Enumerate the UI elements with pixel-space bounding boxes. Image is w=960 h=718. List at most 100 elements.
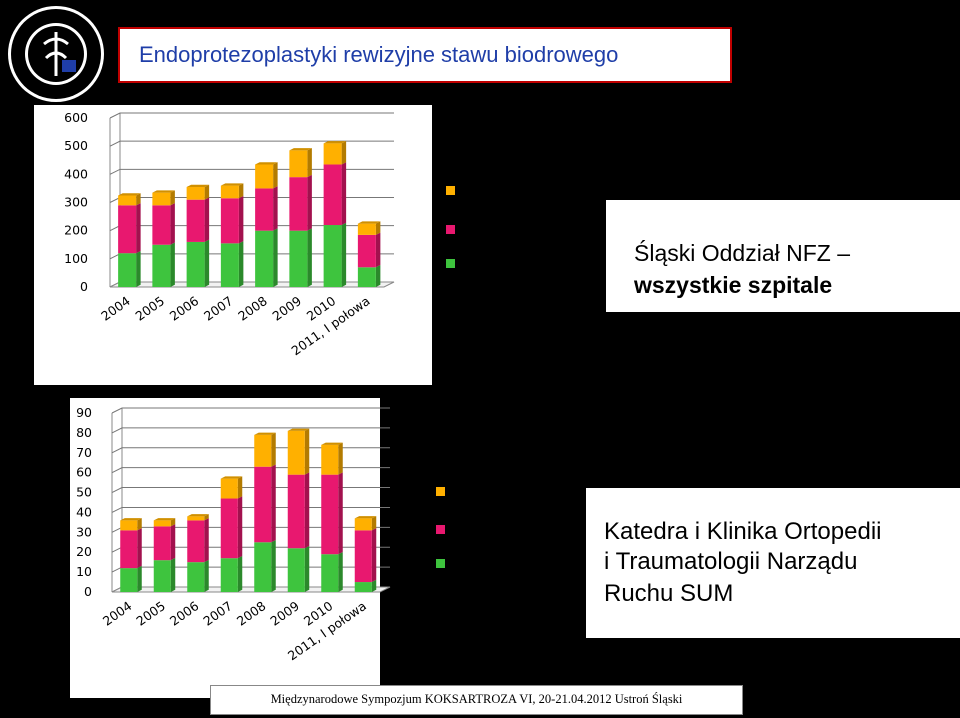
bar-side xyxy=(375,265,381,287)
bar-segment xyxy=(254,542,272,592)
y-tick-label: 200 xyxy=(64,223,88,238)
bar-segment xyxy=(287,430,305,475)
bar-side xyxy=(238,241,244,287)
bar-segment xyxy=(323,164,342,226)
y-tick-label: 90 xyxy=(76,405,92,420)
bar-segment xyxy=(220,558,238,592)
bar-side xyxy=(238,183,244,199)
legend-swatch xyxy=(446,225,455,234)
legend-label: rewizje całkowite xyxy=(450,521,557,536)
bar-side xyxy=(136,203,141,254)
info-box-clinic: Katedra i Klinika Ortopedii i Traumatolo… xyxy=(586,488,960,638)
legend-label: rewizje z powodu xyxy=(450,483,558,498)
bar-side xyxy=(271,540,276,592)
bar-segment xyxy=(220,198,239,244)
bar-side xyxy=(170,242,175,287)
bar-segment xyxy=(321,444,339,475)
footer-text: Międzynarodowe Sympozjum KOKSARTROZA VI,… xyxy=(270,692,683,706)
bar-side xyxy=(170,557,176,592)
bar-segment xyxy=(255,188,274,231)
bar-side xyxy=(238,196,244,244)
university-logo xyxy=(8,6,104,102)
bar-segment xyxy=(357,223,376,235)
bar-side xyxy=(136,193,141,206)
bar-segment xyxy=(120,530,138,569)
bar-side xyxy=(273,162,278,189)
bar-top xyxy=(254,432,276,435)
bar-side xyxy=(237,555,243,592)
bar-top xyxy=(255,162,278,165)
chart-clinic: 0102030405060708090200420052006200720082… xyxy=(70,398,562,698)
bar-side xyxy=(137,518,142,531)
y-tick-label: 20 xyxy=(76,544,92,559)
gridline xyxy=(109,140,394,147)
bar-segment xyxy=(287,474,305,549)
info-nfz-line1: Śląski Oddział NFZ – xyxy=(634,240,851,266)
footer: Międzynarodowe Sympozjum KOKSARTROZA VI,… xyxy=(210,685,743,715)
bar-segment xyxy=(120,568,138,592)
bar-side xyxy=(307,228,312,287)
bar-top xyxy=(220,476,243,479)
bar-segment xyxy=(354,530,372,583)
bar-segment xyxy=(255,164,274,189)
bar-segment xyxy=(321,474,339,555)
y-tick-label: 300 xyxy=(64,195,88,210)
y-tick-label: 600 xyxy=(64,110,88,125)
bar-side xyxy=(273,186,278,231)
y-tick-label: 70 xyxy=(76,445,92,460)
bar-segment xyxy=(152,205,171,245)
bar-top xyxy=(120,518,142,521)
legend-label: infekcji xyxy=(450,498,495,513)
bar-segment xyxy=(220,185,239,199)
y-tick-label: 50 xyxy=(76,485,92,500)
bar-side xyxy=(375,232,381,268)
gridline xyxy=(111,427,390,434)
legend-label: rewizje całkowite xyxy=(460,221,567,236)
legend-swatch xyxy=(446,259,455,268)
bar-top xyxy=(321,442,343,445)
legend-swatch xyxy=(436,525,445,534)
bar-side xyxy=(307,148,312,178)
bar-side xyxy=(304,428,310,475)
legend-swatch xyxy=(446,186,455,195)
bar-side xyxy=(338,442,343,475)
bar-segment xyxy=(187,520,205,563)
info-box-nfz: Śląski Oddział NFZ – wszystkie szpitale xyxy=(606,200,960,312)
bar-segment xyxy=(118,253,137,287)
bar-segment xyxy=(153,526,171,561)
bar-side xyxy=(371,516,377,531)
legend-label: rewizje z powodu xyxy=(460,182,568,197)
bar-side xyxy=(273,228,278,287)
bar-segment xyxy=(354,518,372,531)
bar-segment xyxy=(323,225,342,287)
bar-top xyxy=(220,183,244,186)
y-tick-label: 500 xyxy=(64,138,88,153)
bar-segment xyxy=(357,267,376,287)
info-clinic-line2: i Traumatologii Narządu xyxy=(604,548,858,575)
y-tick-label: 60 xyxy=(76,465,92,480)
page-title: Endoprotezoplastyki rewizyjne stawu biod… xyxy=(139,42,619,67)
legend-swatch xyxy=(436,487,445,496)
gridline xyxy=(109,112,394,119)
info-nfz-line2: wszystkie szpitale xyxy=(634,272,833,298)
y-tick-label: 100 xyxy=(64,251,88,266)
bar-top xyxy=(118,193,141,196)
bar-side xyxy=(371,528,377,583)
bar-segment xyxy=(118,205,137,254)
bar-segment xyxy=(354,582,372,592)
y-tick-label: 0 xyxy=(84,584,92,599)
bar-side xyxy=(341,222,347,287)
bar-side xyxy=(338,472,343,555)
bar-side xyxy=(304,545,310,592)
title-box: Endoprotezoplastyki rewizyjne stawu biod… xyxy=(118,27,732,83)
bar-segment xyxy=(287,548,305,592)
chart-floor xyxy=(111,586,391,593)
bar-segment xyxy=(289,177,308,231)
y-tick-label: 10 xyxy=(76,564,92,579)
legend-swatch xyxy=(436,559,445,568)
bar-top xyxy=(354,516,377,519)
bar-top xyxy=(287,428,310,431)
bar-segment xyxy=(321,554,339,592)
bar-segment xyxy=(186,187,205,200)
bar-segment xyxy=(255,230,274,287)
